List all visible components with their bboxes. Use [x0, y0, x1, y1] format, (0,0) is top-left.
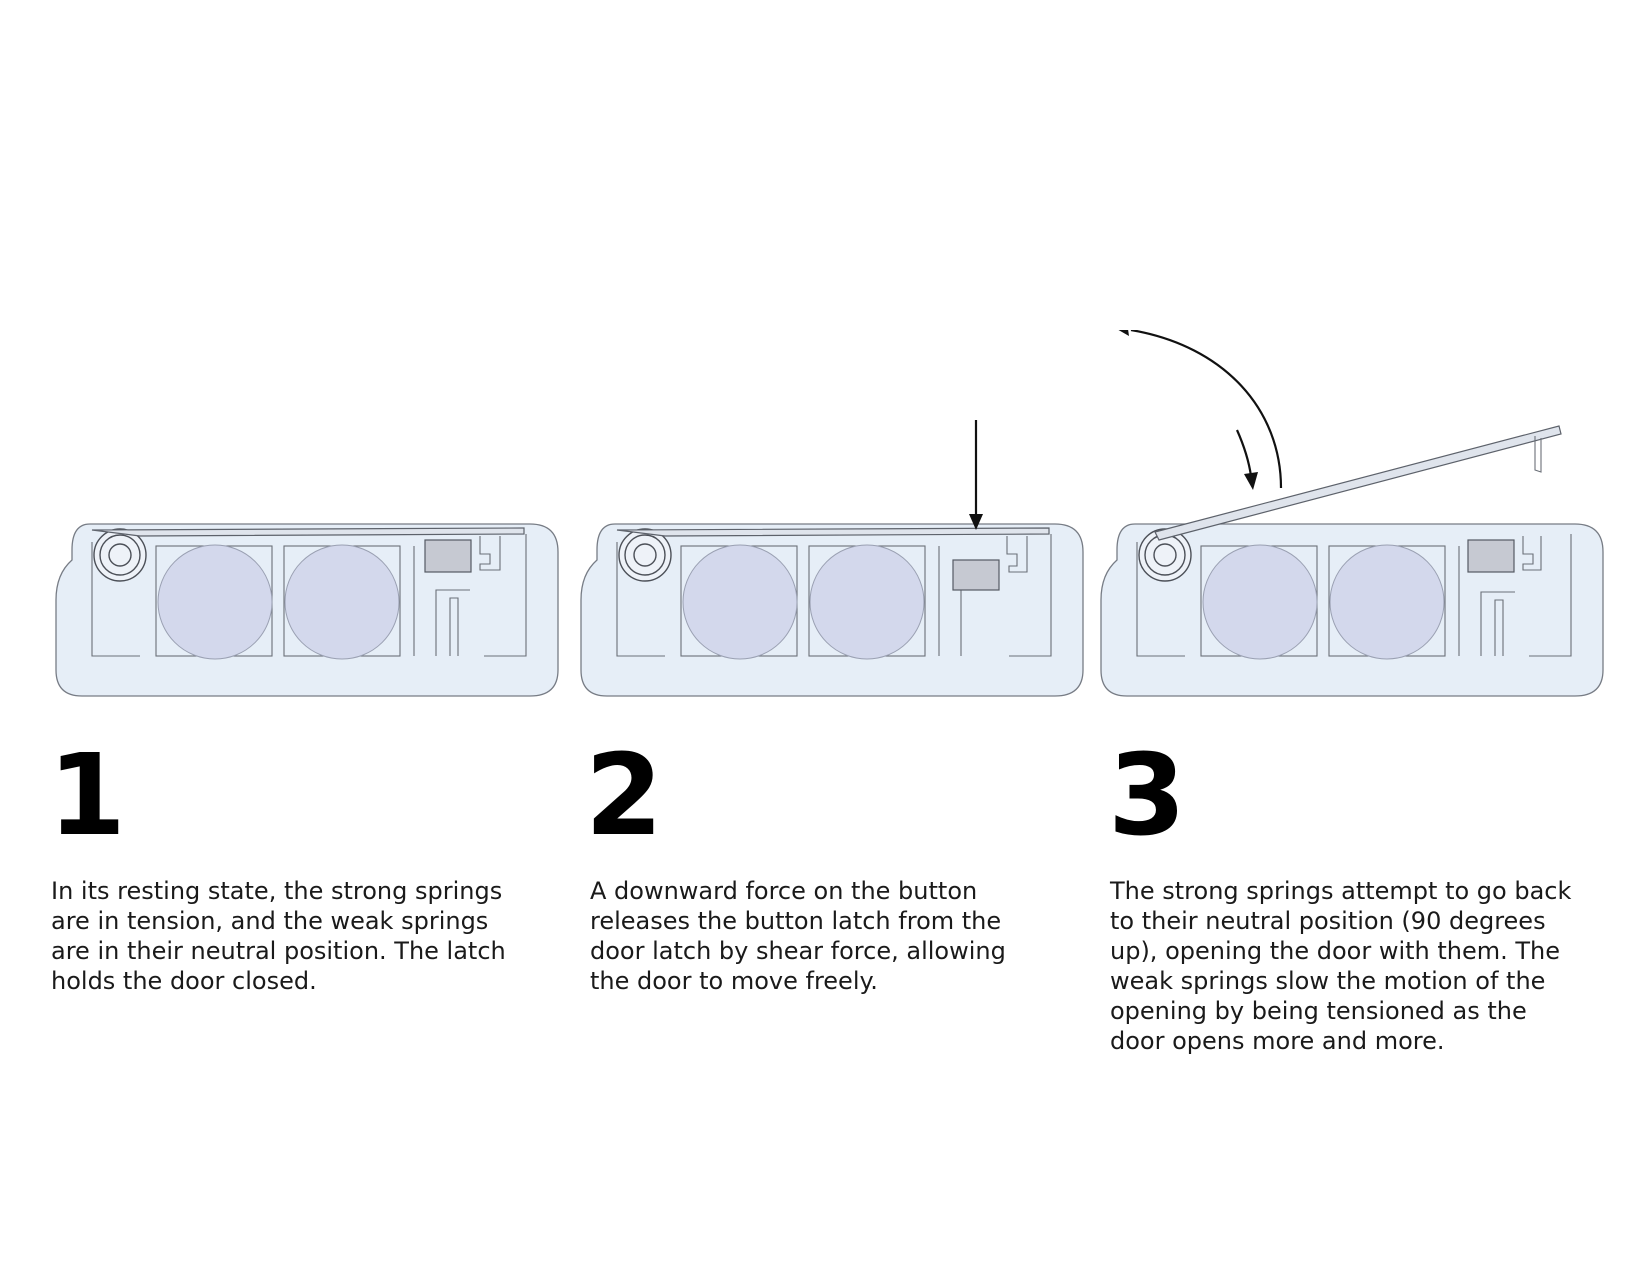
downward-force-arrow — [969, 420, 983, 530]
step-1-description: In its resting state, the strong springs… — [51, 877, 506, 995]
door-latch-1 — [479, 536, 501, 571]
battery-3b — [1329, 544, 1445, 660]
opening-motion-arrow — [1118, 330, 1283, 489]
battery-1b — [284, 544, 400, 660]
battery-2a — [682, 544, 798, 660]
door-2 — [616, 527, 1050, 537]
diagram-step-1 — [55, 523, 559, 697]
door-1 — [91, 527, 525, 537]
spring-hinge-2 — [618, 528, 672, 582]
battery-2b — [809, 544, 925, 660]
diagram-step-3 — [1100, 330, 1604, 697]
damping-arrow — [1235, 429, 1258, 490]
diagram-step-2 — [580, 420, 1084, 697]
battery-1a — [157, 544, 273, 660]
button-latch-2 — [952, 559, 1000, 591]
door-3-open — [1154, 425, 1562, 541]
step-2-description: A downward force on the button releases … — [590, 877, 1006, 995]
step-3-number: 3 — [1108, 731, 1186, 861]
button-latch-3 — [1467, 539, 1515, 573]
door-latch-2 — [1006, 536, 1028, 573]
battery-3a — [1202, 544, 1318, 660]
spring-hinge-1 — [93, 528, 147, 582]
door-latch-3 — [1522, 536, 1542, 571]
button-latch-1 — [424, 539, 472, 573]
step-2-number: 2 — [585, 731, 663, 861]
step-1-number: 1 — [48, 731, 126, 861]
step-3-description: The strong springs attempt to go back to… — [1110, 877, 1572, 1055]
